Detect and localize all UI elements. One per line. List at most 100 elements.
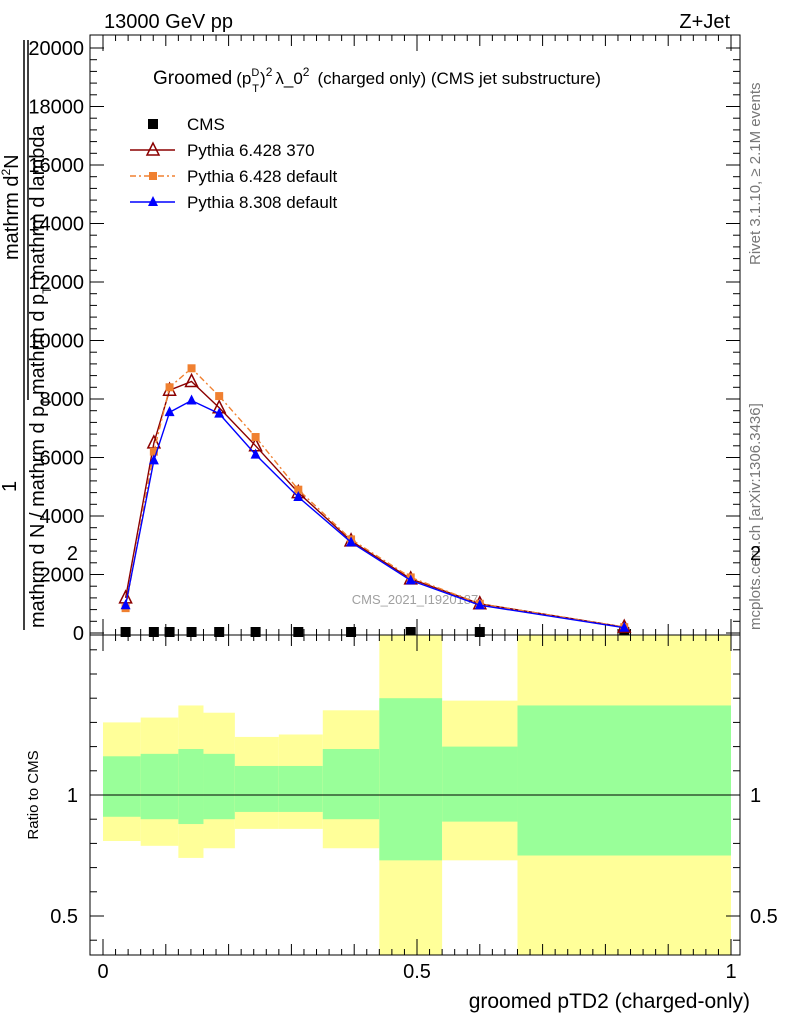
legend-label: Pythia 6.428 default bbox=[187, 167, 338, 186]
x-tick-label: 0.5 bbox=[403, 961, 431, 983]
marker-triangle-open bbox=[145, 141, 161, 156]
ratio-stat-band bbox=[234, 765, 279, 812]
x-tick-label: 0 bbox=[97, 961, 108, 983]
marker-square bbox=[149, 447, 158, 456]
y-tick-label: 6000 bbox=[40, 448, 85, 470]
main-panel: 0 2000 4000 6000 8000 10000 12000 14000 16000 180… bbox=[28, 34, 741, 645]
ratio-y-label: Ratio to CMS bbox=[25, 750, 42, 839]
marker-triangle bbox=[346, 536, 357, 547]
ratio-stat-band bbox=[140, 753, 179, 820]
title-close: ) bbox=[260, 69, 266, 88]
ratio-panel: 0.5 0.51 12 2 0 0.5 1 Ratio to CMS groomed pT… bbox=[25, 543, 778, 1013]
x-tick-label: 1 bbox=[725, 961, 736, 983]
main-x-ticks bbox=[102, 35, 732, 635]
series-line bbox=[124, 380, 625, 628]
marker-cms bbox=[214, 627, 225, 637]
ratio-y-tick-label-right: 2 bbox=[750, 543, 761, 565]
marker-square bbox=[187, 364, 196, 373]
title-tail: (charged only) (CMS jet substructure) bbox=[317, 69, 600, 88]
ratio-y-tick-label-right: 0.5 bbox=[750, 906, 778, 928]
marker-cms bbox=[346, 627, 357, 637]
legend-entry: Pythia 6.428 370 bbox=[130, 141, 315, 160]
ylabel-den: mathrm d pT mathrm d lambda bbox=[27, 124, 54, 395]
marker-cms bbox=[250, 627, 261, 637]
marker-cms bbox=[120, 627, 131, 637]
title-lead: Groomed bbox=[153, 68, 232, 89]
ratio-stat-band bbox=[379, 698, 443, 861]
ratio-y-tick-label: 0.5 bbox=[50, 906, 78, 928]
marker-square bbox=[165, 383, 174, 392]
marker-triangle bbox=[619, 621, 630, 632]
title-sup-d: D bbox=[251, 67, 259, 79]
marker-triangle bbox=[250, 448, 261, 459]
marker-triangle bbox=[474, 599, 485, 610]
marker-triangle bbox=[405, 574, 416, 585]
ylabel-num2: N bbox=[1, 154, 23, 168]
ratio-stat-band bbox=[442, 746, 518, 822]
ylabel-one: 1 bbox=[0, 481, 21, 492]
legend-label: Pythia 8.308 default bbox=[187, 193, 338, 212]
title-sub-t: T bbox=[252, 83, 259, 95]
title-sup-2b: 2 bbox=[303, 65, 310, 79]
marker-square bbox=[294, 485, 303, 494]
ylabel-den2: mathrm d lambda bbox=[27, 124, 49, 286]
marker-square bbox=[149, 172, 157, 180]
main-y-label: 1 mathrm d2N mathrm d pT mathrm d lambda… bbox=[0, 40, 54, 630]
ratio-y-tick-label: 2 bbox=[67, 543, 78, 565]
marker-triangle bbox=[164, 406, 175, 417]
title-mid: λ_0 bbox=[275, 69, 302, 88]
marker-triangle bbox=[148, 454, 159, 465]
y-tick-label: 0 bbox=[73, 623, 84, 645]
legend-label: CMS bbox=[187, 115, 225, 134]
chart-title: Groomed (pD T)2 λ_02 (charged only) (CMS jet… bbox=[153, 65, 601, 95]
series-3 bbox=[120, 394, 630, 632]
marker-triangle bbox=[186, 394, 197, 405]
marker-triangle bbox=[120, 599, 131, 610]
mcplots-label: mcplots.cern.ch [arXiv:1306.3436] bbox=[747, 403, 764, 630]
main-series bbox=[118, 364, 632, 637]
marker-triangle bbox=[148, 196, 158, 206]
marker-triangle-open bbox=[184, 372, 199, 388]
legend-entry: CMS bbox=[148, 115, 225, 134]
ylabel-num1: mathrm d2N bbox=[0, 154, 23, 260]
ratio-x-ticks: 0 0.5 1 bbox=[97, 635, 737, 983]
ylabel-den1-sub: T bbox=[40, 286, 54, 294]
title-sup-2: 2 bbox=[266, 65, 273, 79]
x-axis-label: groomed pTD2 (charged-only) bbox=[469, 990, 750, 1013]
legend-entry: Pythia 6.428 default bbox=[130, 167, 338, 186]
ratio-y-tick-label: 1 bbox=[67, 785, 78, 807]
ylabel-num1-text: mathrm d bbox=[1, 176, 23, 260]
ratio-stat-band bbox=[203, 753, 235, 820]
ylabel-bottom-text: mathrm d N / mathrm d p bbox=[27, 406, 49, 628]
legend-label: Pythia 6.428 370 bbox=[187, 141, 315, 160]
y-tick-label: 20000 bbox=[28, 38, 84, 60]
y-tick-label: 12000 bbox=[28, 272, 84, 294]
header-left: 13000 GeV pp bbox=[104, 11, 233, 33]
y-tick-label: 18000 bbox=[28, 97, 84, 119]
ratio-stat-band bbox=[517, 705, 731, 856]
ratio-stat-band bbox=[278, 765, 323, 812]
y-tick-label: 14000 bbox=[28, 214, 84, 236]
y-tick-label: 2000 bbox=[40, 565, 85, 587]
marker-square bbox=[251, 433, 260, 442]
marker-square bbox=[215, 392, 224, 401]
marker-cms bbox=[164, 627, 175, 637]
ylabel-num1-sup: 2 bbox=[0, 169, 13, 176]
series-line bbox=[124, 367, 625, 628]
marker-cms bbox=[186, 627, 197, 637]
y-tick-label: 8000 bbox=[40, 389, 85, 411]
ylabel-den1: mathrm d p bbox=[27, 294, 49, 395]
y-tick-label: 10000 bbox=[28, 331, 84, 353]
marker-cms bbox=[148, 119, 158, 129]
y-tick-label: 4000 bbox=[40, 506, 85, 528]
legend: CMS Pythia 6.428 370 Pythia 6.428 default P… bbox=[130, 115, 338, 212]
y-tick-label: 16000 bbox=[28, 155, 84, 177]
ratio-stat-band bbox=[103, 756, 141, 817]
ratio-y-tick-label-right: 1 bbox=[750, 785, 761, 807]
ylabel-bottom: mathrm d N / mathrm d pT bbox=[27, 398, 54, 628]
marker-cms bbox=[474, 627, 485, 637]
header-right: Z+Jet bbox=[679, 11, 730, 33]
marker-triangle bbox=[293, 490, 304, 501]
ylabel-bottom-sub: T bbox=[40, 398, 54, 406]
